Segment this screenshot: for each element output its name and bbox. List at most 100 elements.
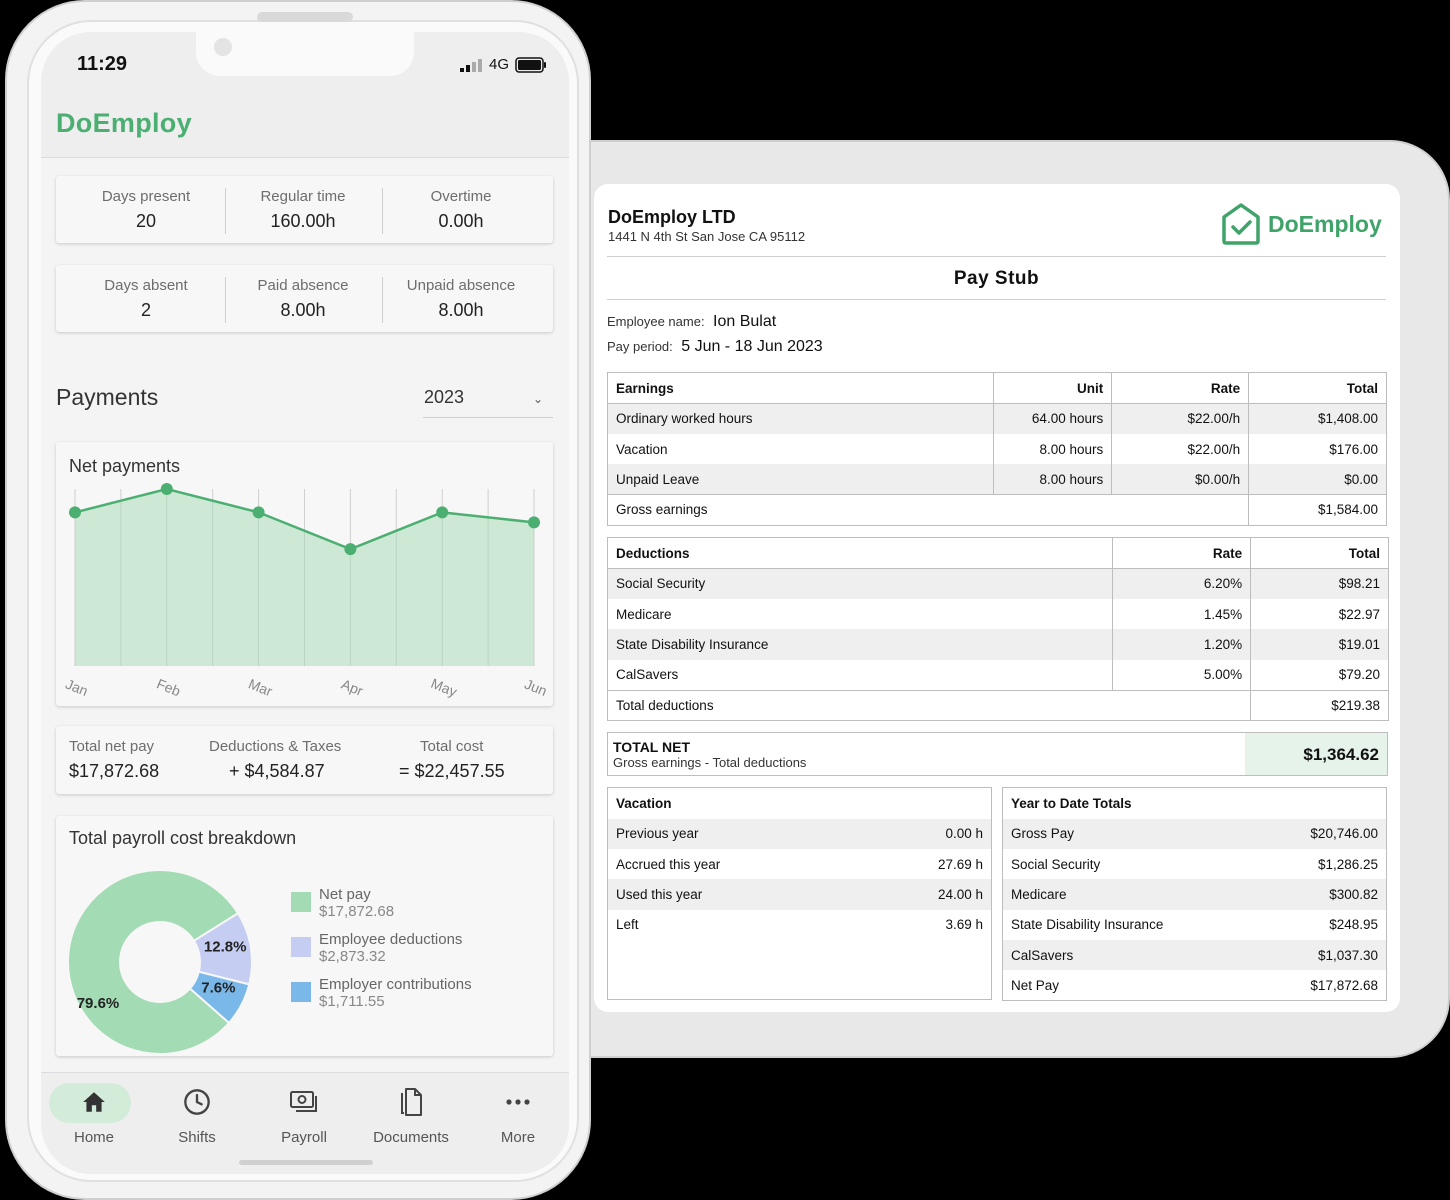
company-address: 1441 N 4th St San Jose CA 95112 <box>608 229 806 244</box>
total-deductions-row: Total deductions $219.38 <box>607 689 1389 721</box>
tab-shifts[interactable]: Shifts <box>144 1083 250 1146</box>
period-row: Pay period: 5 Jun - 18 Jun 2023 <box>607 338 823 356</box>
legend-name: Net pay <box>319 886 371 903</box>
cell: $22.00/h <box>1111 433 1249 465</box>
gross-earnings-value: $1,584.00 <box>1248 494 1387 526</box>
vacation-header: Vacation <box>616 795 672 811</box>
donut-label: 79.6% <box>77 995 120 1012</box>
payment-totals-card: Total net pay $17,872.68 Deductions & Ta… <box>56 726 553 794</box>
data-point <box>69 506 81 519</box>
series-line <box>74 487 535 551</box>
home-indicator <box>239 1160 373 1165</box>
table-row: CalSavers $1,037.30 <box>1002 940 1387 971</box>
net-payments-title: Net payments <box>69 456 181 476</box>
cell: Net Pay <box>1011 977 1060 993</box>
tab-documents[interactable]: Documents <box>358 1083 464 1146</box>
total-cost: Total cost = $22,457.55 <box>399 738 505 782</box>
cell: 3.69 h <box>945 917 983 933</box>
divider <box>607 299 1386 300</box>
donut-label: 7.6% <box>201 980 235 997</box>
cell: $1,037.30 <box>1258 940 1387 971</box>
stat-value: 160.00h <box>270 211 336 231</box>
table-row: Gross Pay $20,746.00 <box>1002 818 1387 849</box>
table-row: Previous year 0.00 h <box>607 818 992 849</box>
year-select[interactable]: 2023 ⌄ <box>423 384 553 418</box>
total-net-value: $1,364.62 <box>1245 733 1387 775</box>
total-value: + $4,584.87 <box>229 761 325 781</box>
deductions-header: Deductions <box>607 537 1113 569</box>
cell: 8.00 hours <box>993 433 1112 465</box>
cell: CalSavers <box>616 667 679 683</box>
table-row: State Disability Insurance $248.95 <box>1003 910 1387 940</box>
company-name: DoEmploy LTD <box>608 207 736 227</box>
cell: CalSavers <box>1002 940 1259 971</box>
rate-header: Rate <box>1111 372 1249 404</box>
legend-amount: $17,872.68 <box>319 903 395 920</box>
legend-swatch <box>291 982 311 1002</box>
cell: Accrued this year <box>616 856 721 872</box>
donut-slice <box>67 869 240 1055</box>
earnings-header: Earnings <box>607 372 994 404</box>
cell: 6.20% <box>1112 568 1251 599</box>
table-row: Ordinary worked hours 64.00 hours $22.00… <box>607 403 1387 434</box>
total-deductions-value: $219.38 <box>1250 689 1389 721</box>
cell: Left <box>616 917 639 933</box>
table-row: Net Pay $17,872.68 <box>1003 970 1387 1000</box>
data-point <box>344 543 357 556</box>
divider <box>225 188 226 234</box>
tab-payroll[interactable]: Payroll <box>251 1083 357 1146</box>
cell: 8.00 hours <box>993 464 1112 495</box>
legend-employee-deductions: Employee deductions $2,873.32 <box>291 931 462 965</box>
gross-earnings-label: Gross earnings <box>607 494 1250 526</box>
paystub-logo: DoEmploy <box>1220 202 1382 246</box>
signal-icon <box>459 58 482 72</box>
table-row: Social Security 6.20% $98.21 <box>607 568 1389 599</box>
logo-text: DoEmploy <box>1268 210 1382 237</box>
cell: $248.95 <box>1329 917 1378 933</box>
legend-swatch <box>291 937 311 957</box>
stat-unpaid-absence: Unpaid absence 8.00h <box>382 277 540 321</box>
stat-label: Days present <box>101 188 191 205</box>
tab-label: Payroll <box>281 1129 327 1146</box>
year-value: 2023 <box>424 387 465 407</box>
net-payments-card: Net payments Jan Feb Mar Apr May Jun <box>56 442 553 706</box>
cell: 27.69 h <box>937 856 983 872</box>
ytd-header: Year to Date Totals <box>1011 795 1132 811</box>
rate-header: Rate <box>1112 537 1251 569</box>
network-label: 4G <box>488 56 509 73</box>
tab-label: Shifts <box>178 1129 216 1146</box>
table-row: Medicare 1.45% $22.97 <box>608 598 1389 630</box>
total-label: Deductions & Taxes <box>209 738 342 755</box>
gross-earnings-row: Gross earnings $1,584.00 <box>607 494 1387 526</box>
cell: 0.00 h <box>861 818 992 849</box>
legend-swatch <box>291 892 311 912</box>
divider <box>382 277 383 323</box>
period-label: Pay period: <box>607 339 673 354</box>
app-bar: 11:29 4G DoEmploy <box>41 32 569 158</box>
table-row: Medicare $300.82 <box>1002 879 1387 910</box>
ytd-header-row: Year to Date Totals <box>1003 788 1387 819</box>
cell: 5.00% <box>1112 659 1251 691</box>
data-point <box>252 506 265 519</box>
table-row: Used this year 24.00 h <box>607 879 992 910</box>
house-check-icon <box>1222 203 1260 245</box>
cell: Ordinary worked hours <box>607 403 994 434</box>
tab-more[interactable]: More <box>465 1083 569 1146</box>
tab-home[interactable]: Home <box>41 1083 147 1146</box>
cell: State Disability Insurance <box>1011 917 1164 933</box>
x-tick-label: Jan <box>63 676 90 699</box>
table-row: CalSavers 5.00% $79.20 <box>608 659 1389 691</box>
period-value: 5 Jun - 18 Jun 2023 <box>681 338 823 355</box>
table-row: Accrued this year 27.69 h <box>608 849 992 879</box>
cell: $176.00 <box>1248 433 1387 465</box>
clock-icon <box>144 1083 250 1121</box>
cell: $79.20 <box>1250 659 1389 691</box>
stat-overtime: Overtime 0.00h <box>382 188 540 232</box>
deductions-header-row: Deductions Rate Total <box>607 537 1389 569</box>
stat-label: Regular time <box>260 188 346 205</box>
total-header: Total <box>1248 372 1387 404</box>
cell: $0.00 <box>1248 464 1387 495</box>
cell: $0.00/h <box>1111 464 1249 495</box>
cell: 64.00 hours <box>993 403 1112 434</box>
total-net-formula: Gross earnings - Total deductions <box>613 755 807 770</box>
